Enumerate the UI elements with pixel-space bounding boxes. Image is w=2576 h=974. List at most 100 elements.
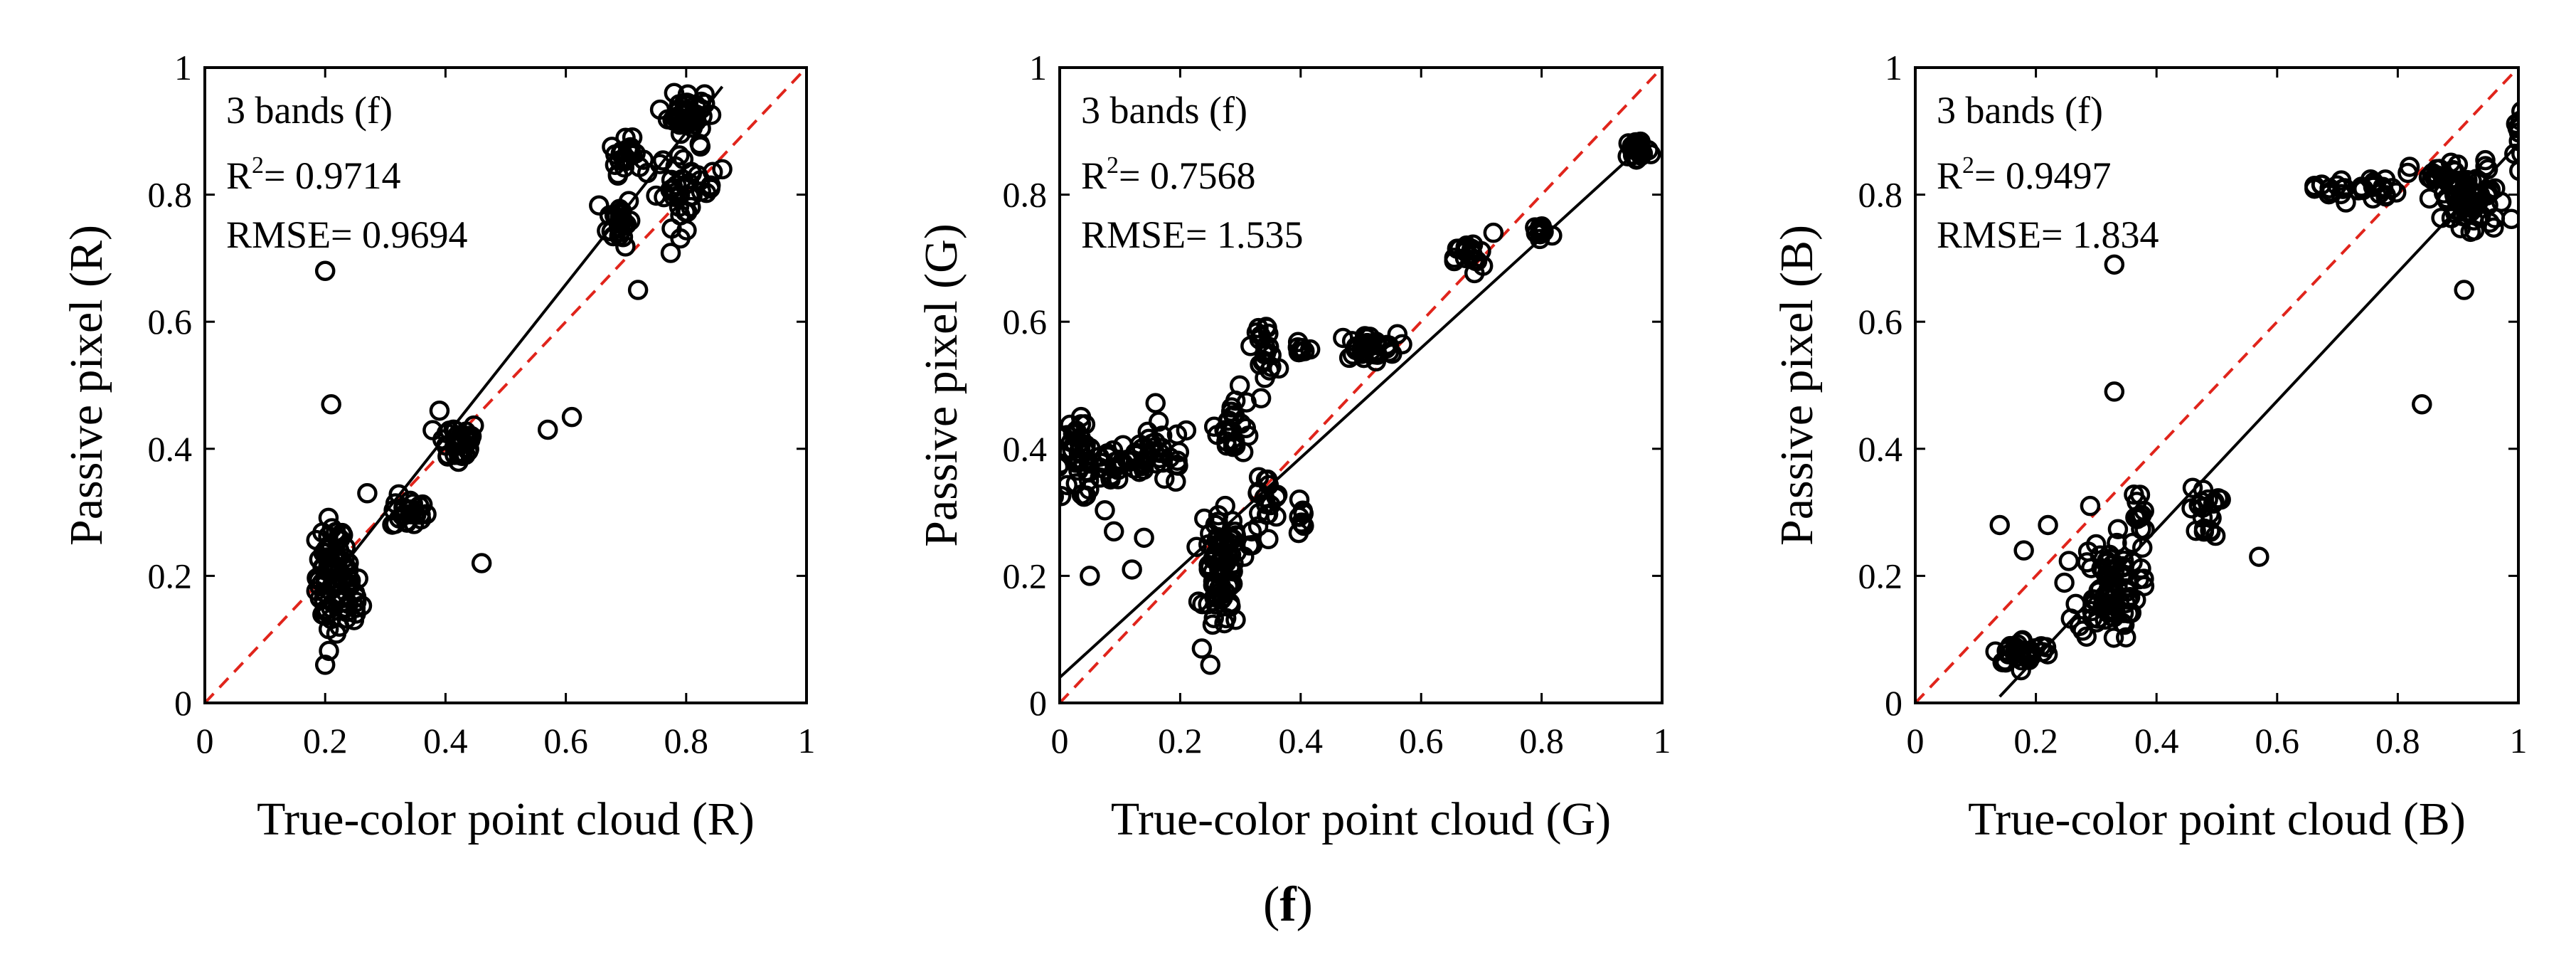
data-point <box>1293 503 1314 524</box>
data-point <box>1229 375 1250 396</box>
data-point <box>1176 420 1197 441</box>
data-point <box>2038 514 2058 536</box>
x-axis-label: True-color point cloud (R) <box>257 793 755 845</box>
data-point <box>625 143 646 164</box>
y-tick-label: 0.4 <box>1003 429 1048 469</box>
data-point <box>1218 411 1238 431</box>
data-point <box>1097 443 1118 464</box>
y-axis-label: Passive pixel (B) <box>1771 225 1823 546</box>
data-point <box>314 600 335 621</box>
data-point <box>1065 452 1086 473</box>
x-tick-label: 0.2 <box>303 721 348 761</box>
data-point <box>2193 521 2215 542</box>
x-tick-label: 0 <box>1907 721 1925 761</box>
data-point <box>314 260 336 282</box>
data-point <box>649 154 671 174</box>
data-point <box>2080 495 2101 517</box>
y-tick-label: 0.6 <box>148 302 193 342</box>
data-point <box>2509 160 2518 181</box>
data-point <box>660 243 681 263</box>
data-point <box>1256 342 1277 363</box>
data-point <box>1212 556 1233 578</box>
data-point <box>2508 122 2518 143</box>
data-point <box>2032 642 2053 662</box>
data-point <box>2412 394 2432 415</box>
x-tick-label: 0.2 <box>1158 721 1203 761</box>
data-point <box>1250 388 1272 408</box>
y-tick-label: 0.8 <box>148 175 193 215</box>
panel-G: 00 0.2 0.2 0.4 0.4 0.6 0.6 0.8 0.8 1 1 3 bands (f) R… <box>915 48 1671 845</box>
data-point <box>307 568 327 588</box>
data-point <box>1447 238 1468 259</box>
data-point <box>627 280 649 300</box>
data-point <box>319 640 339 662</box>
data-point <box>2249 546 2269 567</box>
data-point <box>1137 421 1158 443</box>
data-point <box>338 567 359 588</box>
data-point <box>2107 519 2129 539</box>
data-point <box>1060 488 1064 505</box>
data-point <box>1533 221 1553 242</box>
y-tick-label: 0.2 <box>1858 556 1903 595</box>
data-point <box>2085 589 2106 610</box>
data-point <box>664 186 684 207</box>
data-point <box>2336 192 2356 213</box>
y-tick-label: 0.2 <box>1003 556 1048 595</box>
y-tick-label: 0 <box>174 683 192 723</box>
data-point <box>1292 337 1313 359</box>
data-point <box>2131 519 2151 539</box>
data-point <box>2484 217 2504 238</box>
scatter-markers <box>1060 131 1661 675</box>
y-tick-label: 1 <box>1029 48 1047 88</box>
annotation-bands: 3 bands (f) <box>1937 89 2103 132</box>
axes-box <box>1058 66 1664 704</box>
data-point <box>2475 149 2496 171</box>
data-point <box>1222 511 1243 531</box>
data-point <box>1289 489 1310 510</box>
data-point <box>602 137 622 157</box>
data-point <box>1989 514 2010 536</box>
data-point <box>1151 438 1172 458</box>
data-point <box>2122 532 2143 554</box>
data-point <box>334 548 355 568</box>
data-point <box>700 175 721 196</box>
data-point <box>1166 471 1186 492</box>
data-point <box>661 218 682 239</box>
y-tick-label: 0.8 <box>1003 175 1048 215</box>
data-point <box>664 83 685 103</box>
data-point <box>615 127 636 149</box>
axes-box <box>1914 66 2520 704</box>
x-tick-label: 0.8 <box>664 721 709 761</box>
x-tick-label: 0.4 <box>1279 721 1324 761</box>
data-point <box>1258 475 1279 496</box>
data-point <box>2511 101 2518 122</box>
data-point <box>314 655 336 675</box>
axes-box <box>203 66 808 704</box>
annotation-rmse: RMSE= 0.9694 <box>226 213 468 256</box>
data-point <box>561 406 582 428</box>
data-point <box>1107 460 1129 480</box>
data-point <box>345 598 366 618</box>
data-point <box>1464 263 1485 284</box>
data-point <box>2131 537 2153 558</box>
annotation-rmse: RMSE= 1.834 <box>1937 213 2159 256</box>
data-point <box>1461 238 1482 260</box>
data-point <box>1200 556 1220 578</box>
caption-letter: f <box>1279 877 1297 932</box>
data-point <box>1629 134 1651 155</box>
x-tick-label: 0 <box>196 721 214 761</box>
data-point <box>471 553 492 573</box>
data-point <box>1266 506 1287 527</box>
data-point <box>321 518 343 539</box>
data-point <box>649 99 671 120</box>
data-point <box>2099 544 2120 566</box>
data-point <box>2104 585 2125 605</box>
y-tick-label: 0.2 <box>148 556 193 595</box>
data-point <box>1060 475 1077 496</box>
identity-line <box>1060 68 1662 703</box>
y-tick-label: 1 <box>1885 48 1902 88</box>
data-point <box>674 175 695 196</box>
data-point <box>2484 208 2506 228</box>
data-point <box>1148 411 1169 432</box>
